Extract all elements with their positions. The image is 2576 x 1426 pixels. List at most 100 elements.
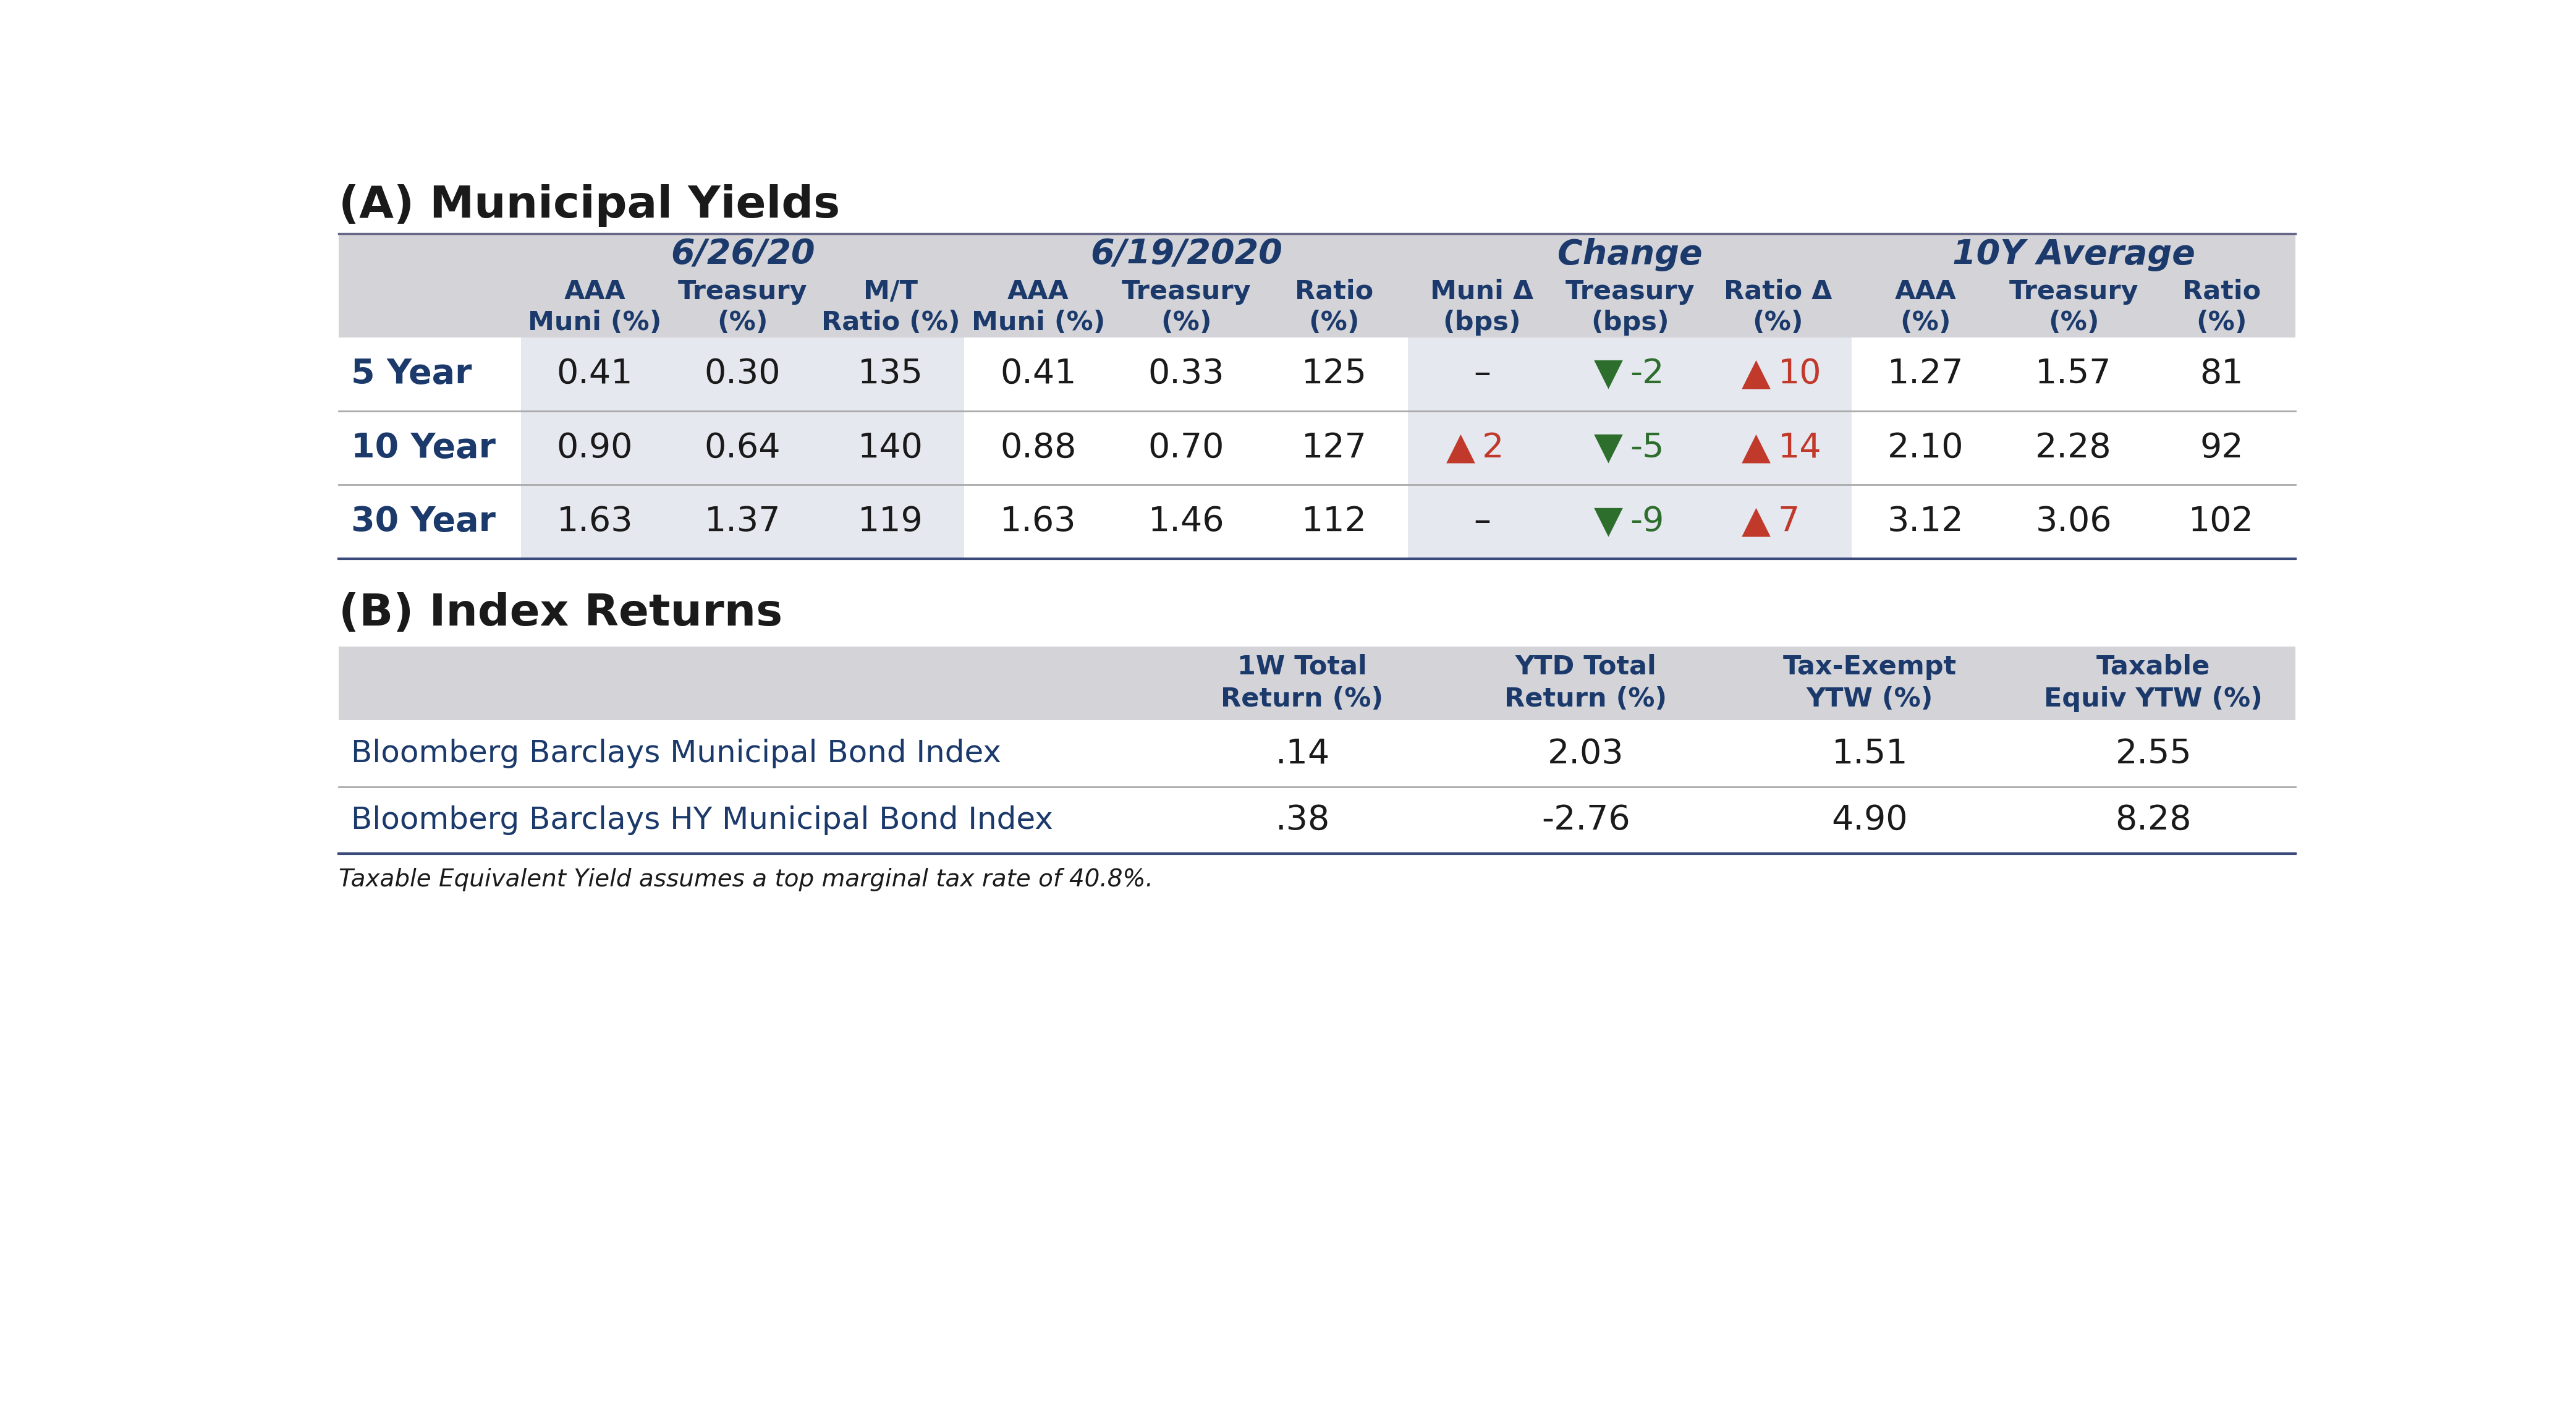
Text: 119: 119 <box>858 505 922 539</box>
Text: 0.41: 0.41 <box>556 358 634 391</box>
Text: 0.41: 0.41 <box>999 358 1077 391</box>
FancyBboxPatch shape <box>1409 411 1852 485</box>
Text: ▲: ▲ <box>1741 503 1770 540</box>
Text: -9: -9 <box>1631 505 1664 539</box>
Text: 7: 7 <box>1777 505 1801 539</box>
Text: 2.03: 2.03 <box>1548 737 1623 770</box>
Text: Taxable: Taxable <box>2097 653 2210 680</box>
Text: (%): (%) <box>2195 309 2246 335</box>
Text: ▲: ▲ <box>1741 429 1770 466</box>
Text: .38: .38 <box>1275 804 1329 837</box>
Text: 140: 140 <box>858 431 922 465</box>
Text: 0.33: 0.33 <box>1149 358 1224 391</box>
FancyBboxPatch shape <box>520 337 963 411</box>
Text: 5 Year: 5 Year <box>350 358 471 391</box>
Text: 0.88: 0.88 <box>999 431 1077 465</box>
Text: 81: 81 <box>2200 358 2244 391</box>
Text: 10 Year: 10 Year <box>350 431 495 465</box>
Text: Change: Change <box>1558 238 1703 271</box>
Text: 1.63: 1.63 <box>999 505 1077 539</box>
Text: 4.90: 4.90 <box>1832 804 1909 837</box>
Text: (%): (%) <box>1162 309 1211 335</box>
Text: Muni Δ: Muni Δ <box>1430 278 1533 305</box>
Text: ▲: ▲ <box>1445 429 1476 466</box>
Text: Treasury: Treasury <box>677 278 806 305</box>
Text: ▼: ▼ <box>1595 503 1623 540</box>
Text: Taxable Equivalent Yield assumes a top marginal tax rate of 40.8%.: Taxable Equivalent Yield assumes a top m… <box>340 868 1154 891</box>
Text: (%): (%) <box>1752 309 1803 335</box>
Text: Treasury: Treasury <box>2009 278 2138 305</box>
Text: –: – <box>1473 358 1492 391</box>
Text: 10: 10 <box>1777 358 1821 391</box>
Text: (%): (%) <box>2048 309 2099 335</box>
Text: ▼: ▼ <box>1595 429 1623 466</box>
Text: 0.70: 0.70 <box>1149 431 1224 465</box>
Text: YTD Total: YTD Total <box>1515 653 1656 680</box>
Text: -2: -2 <box>1631 358 1664 391</box>
Text: 3.06: 3.06 <box>2035 505 2112 539</box>
Text: 1.51: 1.51 <box>1832 737 1909 770</box>
Text: 1.63: 1.63 <box>556 505 634 539</box>
Text: 0.64: 0.64 <box>703 431 781 465</box>
Text: ▲: ▲ <box>1741 356 1770 392</box>
Text: AAA: AAA <box>564 278 626 305</box>
Text: M/T: M/T <box>863 278 917 305</box>
Text: 8.28: 8.28 <box>2115 804 2192 837</box>
Text: 2: 2 <box>1481 431 1504 465</box>
FancyBboxPatch shape <box>340 234 2295 337</box>
Text: -5: -5 <box>1631 431 1664 465</box>
Text: 1.57: 1.57 <box>2035 358 2112 391</box>
Text: ▼: ▼ <box>1595 356 1623 392</box>
Text: 125: 125 <box>1301 358 1368 391</box>
Text: Ratio: Ratio <box>1296 278 1373 305</box>
FancyBboxPatch shape <box>520 411 963 485</box>
Text: (bps): (bps) <box>1592 309 1669 335</box>
Text: (%): (%) <box>1901 309 1950 335</box>
Text: AAA: AAA <box>1896 278 1958 305</box>
Text: 2.10: 2.10 <box>1888 431 1963 465</box>
Text: 3.12: 3.12 <box>1888 505 1963 539</box>
Text: 92: 92 <box>2200 431 2244 465</box>
Text: Muni (%): Muni (%) <box>528 309 662 335</box>
Text: Muni (%): Muni (%) <box>971 309 1105 335</box>
Text: 1.46: 1.46 <box>1149 505 1224 539</box>
Text: Equiv YTW (%): Equiv YTW (%) <box>2045 686 2262 712</box>
Text: Ratio (%): Ratio (%) <box>822 309 961 335</box>
Text: Treasury: Treasury <box>1121 278 1252 305</box>
Text: -2.76: -2.76 <box>1540 804 1631 837</box>
FancyBboxPatch shape <box>1409 485 1852 559</box>
Text: AAA: AAA <box>1007 278 1069 305</box>
Text: Tax-Exempt: Tax-Exempt <box>1783 653 1958 680</box>
Text: Return (%): Return (%) <box>1504 686 1667 712</box>
Text: Treasury: Treasury <box>1566 278 1695 305</box>
Text: 135: 135 <box>858 358 922 391</box>
FancyBboxPatch shape <box>520 485 963 559</box>
Text: 14: 14 <box>1777 431 1821 465</box>
FancyBboxPatch shape <box>340 646 2295 720</box>
Text: 1.37: 1.37 <box>703 505 781 539</box>
Text: 1.27: 1.27 <box>1888 358 1963 391</box>
Text: 6/19/2020: 6/19/2020 <box>1090 238 1283 271</box>
Text: Bloomberg Barclays Municipal Bond Index: Bloomberg Barclays Municipal Bond Index <box>350 739 1002 769</box>
Text: (bps): (bps) <box>1443 309 1522 335</box>
Text: (%): (%) <box>1309 309 1360 335</box>
Text: 2.55: 2.55 <box>2115 737 2192 770</box>
Text: 102: 102 <box>2190 505 2254 539</box>
Text: .14: .14 <box>1275 737 1329 770</box>
Text: 0.90: 0.90 <box>556 431 634 465</box>
Text: 10Y Average: 10Y Average <box>1953 238 2195 271</box>
Text: 6/26/20: 6/26/20 <box>670 238 814 271</box>
Text: 112: 112 <box>1301 505 1368 539</box>
Text: 2.28: 2.28 <box>2035 431 2112 465</box>
Text: 30 Year: 30 Year <box>350 505 495 539</box>
Text: Return (%): Return (%) <box>1221 686 1383 712</box>
Text: Bloomberg Barclays HY Municipal Bond Index: Bloomberg Barclays HY Municipal Bond Ind… <box>350 806 1054 836</box>
Text: YTW (%): YTW (%) <box>1806 686 1932 712</box>
Text: 1W Total: 1W Total <box>1236 653 1368 680</box>
Text: (%): (%) <box>716 309 768 335</box>
Text: 127: 127 <box>1301 431 1368 465</box>
Text: Ratio Δ: Ratio Δ <box>1723 278 1832 305</box>
Text: (B) Index Returns: (B) Index Returns <box>340 592 783 635</box>
Text: Ratio: Ratio <box>2182 278 2262 305</box>
FancyBboxPatch shape <box>1409 337 1852 411</box>
